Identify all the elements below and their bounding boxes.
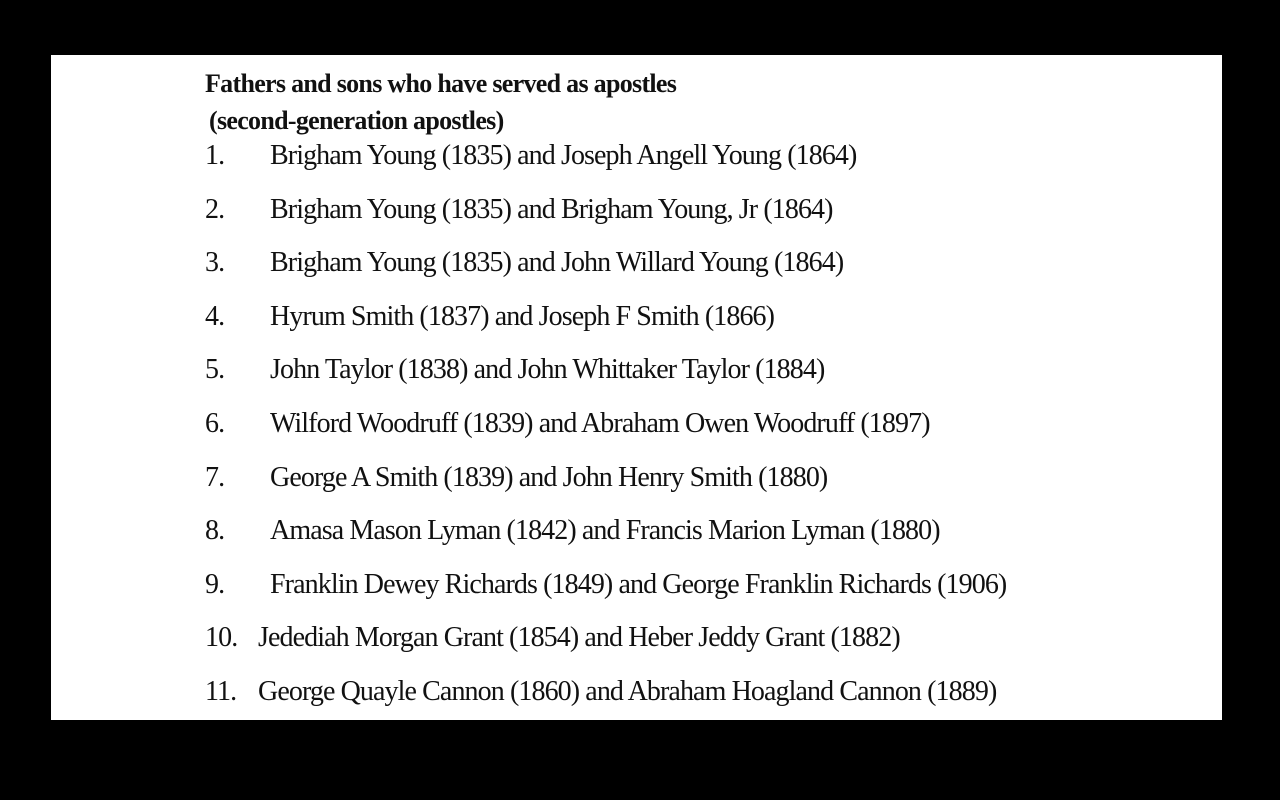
item-text: Hyrum Smith (1837) and Joseph F Smith (1… <box>270 300 775 332</box>
item-number: 11. <box>205 676 237 707</box>
item-text: Wilford Woodruff (1839) and Abraham Owen… <box>270 408 931 439</box>
item-text: Amasa Mason Lyman (1842) and Francis Mar… <box>270 515 941 547</box>
slide: Fathers and sons who have served as apos… <box>51 55 1222 720</box>
item-text: Brigham Young (1835) and Joseph Angell Y… <box>270 140 857 171</box>
item-text: John Taylor (1838) and John Whittaker Ta… <box>270 354 825 386</box>
title-line-1: Fathers and sons who have served as apos… <box>205 69 677 98</box>
item-number: 5. <box>205 354 225 386</box>
item-text: Brigham Young (1835) and John Willard Yo… <box>270 247 844 279</box>
item-number: 2. <box>205 193 225 225</box>
item-number: 9. <box>205 568 225 600</box>
item-number: 4. <box>205 300 225 332</box>
item-text: George A Smith (1839) and John Henry Smi… <box>270 461 828 493</box>
title-line-2: (second-generation apostles) <box>209 106 504 135</box>
item-number: 10. <box>205 622 238 654</box>
item-number: 3. <box>205 247 225 279</box>
item-number: 1. <box>205 140 225 171</box>
item-number: 6. <box>205 408 225 439</box>
item-number: 8. <box>205 515 225 547</box>
item-text: Jedediah Morgan Grant (1854) and Heber J… <box>258 622 901 654</box>
item-text: Franklin Dewey Richards (1849) and Georg… <box>270 568 1007 600</box>
item-text: Brigham Young (1835) and Brigham Young, … <box>270 193 833 225</box>
item-number: 7. <box>205 461 225 493</box>
item-text: George Quayle Cannon (1860) and Abraham … <box>258 676 997 707</box>
